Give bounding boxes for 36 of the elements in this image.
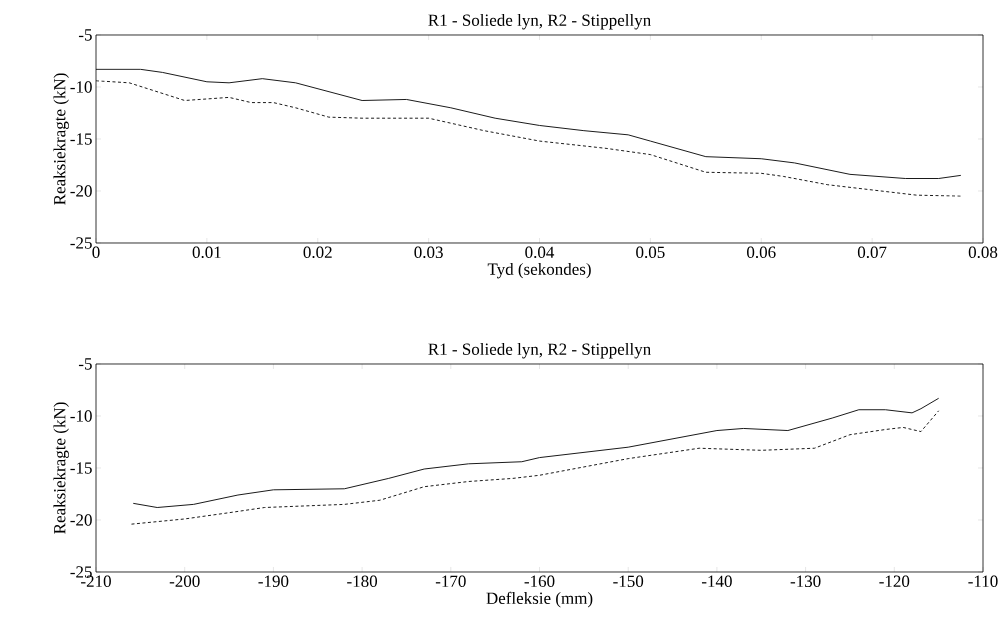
chart-title: R1 - Soliede lyn, R2 - Stippellyn xyxy=(428,13,651,30)
x-tick-label: -200 xyxy=(169,575,200,587)
x-tick-label: 0.05 xyxy=(636,246,665,259)
x-tick-label: 0.03 xyxy=(414,246,443,259)
x-axis-title: Defleksie (mm) xyxy=(486,591,593,608)
x-tick-label: 0.01 xyxy=(192,246,221,259)
x-tick-label: -160 xyxy=(524,575,555,587)
y-tick-label: -10 xyxy=(70,410,92,422)
x-tick-label: 0.04 xyxy=(525,246,555,259)
y-axis-title: Reaksiekragte (kN) xyxy=(53,402,69,534)
x-tick-label: 0.07 xyxy=(857,246,887,259)
y-tick-label: -5 xyxy=(78,358,92,370)
y-tick-label: -15 xyxy=(70,133,92,145)
y-tick-label: -10 xyxy=(70,81,92,93)
y-tick-label: -15 xyxy=(70,462,92,474)
y-tick-label: -25 xyxy=(70,237,92,249)
y-tick-label: -20 xyxy=(70,514,92,526)
line-series xyxy=(132,397,940,508)
x-tick-label: -130 xyxy=(790,575,821,587)
x-tick-label: 0.06 xyxy=(747,246,776,259)
y-tick-label: -5 xyxy=(78,29,92,41)
x-tick-label: 0.02 xyxy=(303,246,332,259)
y-axis-title: Reaksiekragte (kN) xyxy=(53,73,69,205)
x-tick-label: 0 xyxy=(92,246,100,258)
x-tick-label: -150 xyxy=(613,575,644,587)
y-tick-label: -20 xyxy=(70,185,92,197)
x-tick-label: -190 xyxy=(258,575,289,587)
x-tick-label: -120 xyxy=(879,575,910,587)
chart-title: R1 - Soliede lyn, R2 - Stippellyn xyxy=(428,342,651,359)
x-tick-label: -170 xyxy=(435,575,466,587)
line-series xyxy=(131,410,940,525)
x-tick-label: 0.08 xyxy=(968,246,998,259)
x-tick-label: -140 xyxy=(701,575,732,587)
x-tick-label: -110 xyxy=(968,575,998,587)
x-tick-label: -180 xyxy=(347,575,378,587)
x-axis-title: Tyd (sekondes) xyxy=(487,262,591,279)
